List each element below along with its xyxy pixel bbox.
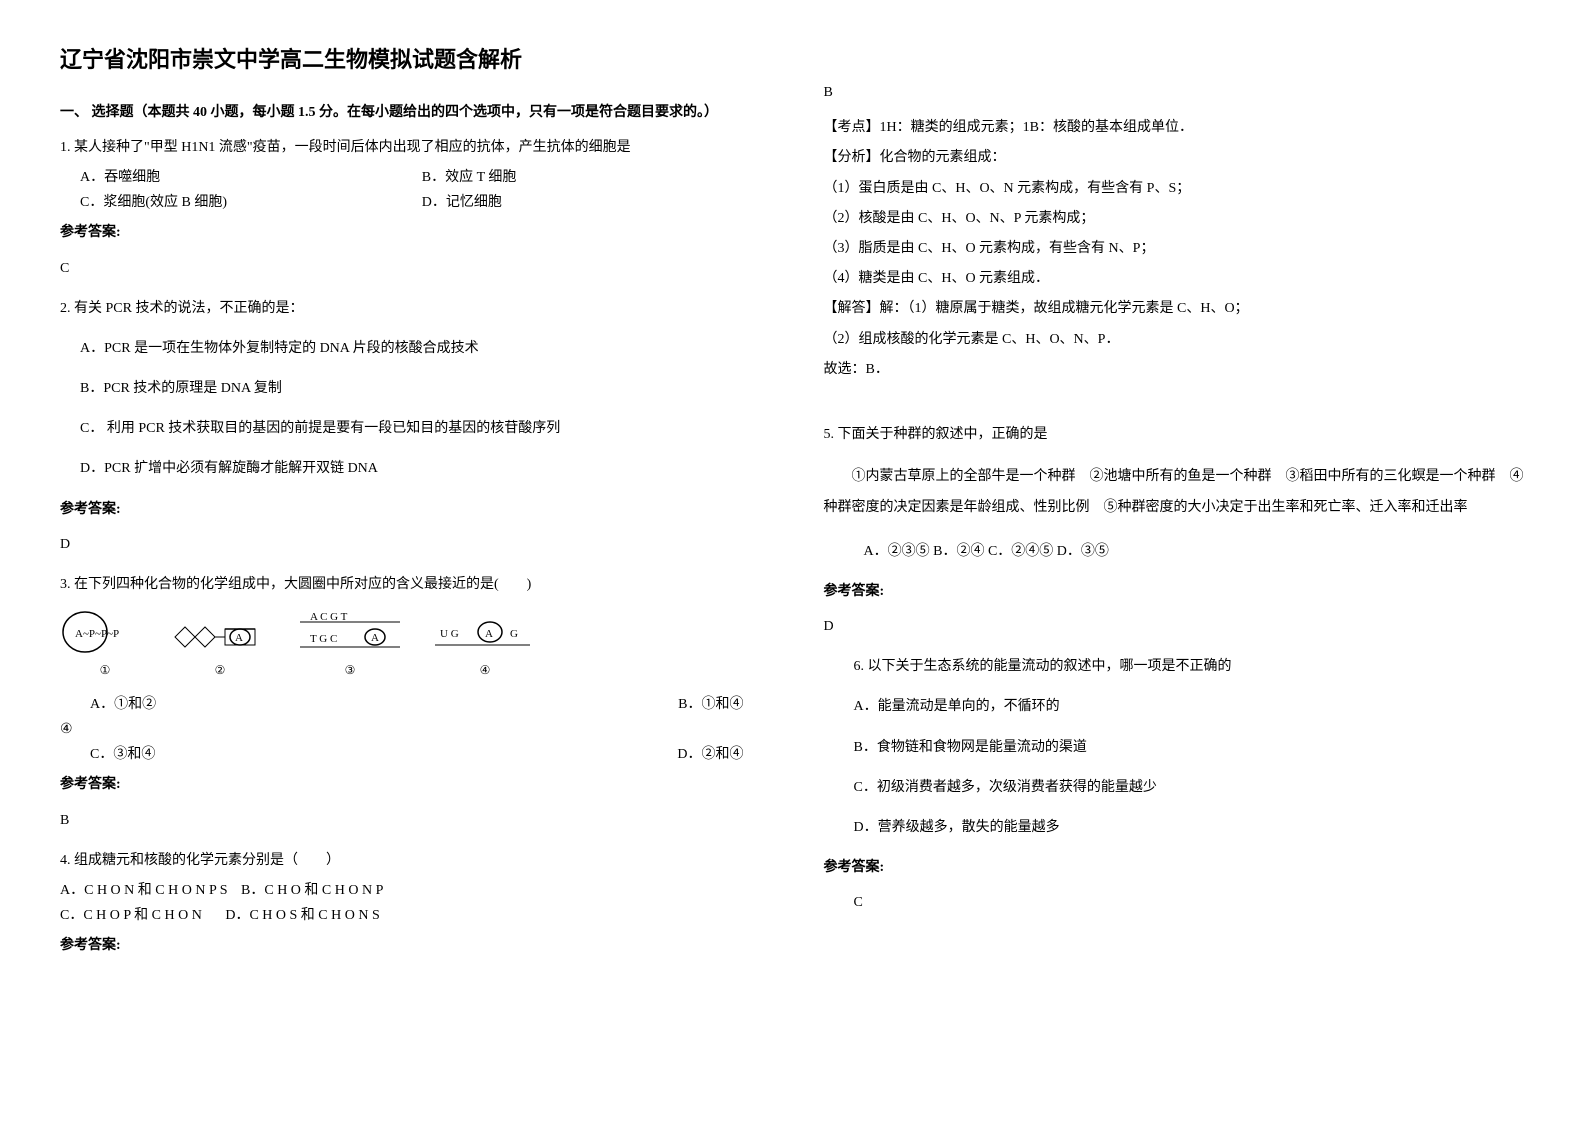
- q5-body: ①内蒙古草原上的全部牛是一个种群 ②池塘中所有的鱼是一个种群 ③稻田中所有的三化…: [824, 462, 1528, 524]
- q6-opt-b: B．食物链和食物网是能量流动的渠道: [854, 735, 1528, 760]
- q5-answer-label: 参考答案:: [824, 579, 1528, 604]
- diagram-1-label: ①: [60, 660, 150, 682]
- page-container: 辽宁省沈阳市崇文中学高二生物模拟试题含解析 一、 选择题（本题共 40 小题，每…: [60, 40, 1527, 974]
- q3-opt-b-cont: ④: [60, 717, 764, 742]
- q3-answer-label: 参考答案:: [60, 772, 764, 797]
- q2-opt-d: D．PCR 扩增中必须有解旋酶才能解开双链 DNA: [80, 456, 764, 481]
- q3-options-row1: A．①和② B．①和④: [60, 692, 764, 717]
- q1-text: 1. 某人接种了"甲型 H1N1 流感"疫苗，一段时间后体内出现了相应的抗体，产…: [60, 135, 764, 160]
- q3-opt-a: A．①和②: [90, 697, 156, 712]
- q6-opt-a: A．能量流动是单向的，不循环的: [854, 694, 1528, 719]
- q3-diagram: A~P~P~P ① A ②: [60, 607, 764, 682]
- q5-answer: D: [824, 614, 1528, 639]
- q4-opt-a: A．C H O N 和 C H O N P S: [60, 883, 228, 898]
- diagram-2-label: ②: [170, 660, 270, 682]
- q2-text: 2. 有关 PCR 技术的说法，不正确的是：: [60, 296, 764, 321]
- diagram-1: A~P~P~P ①: [60, 607, 150, 682]
- q1-answer: C: [60, 256, 764, 281]
- svg-text:A~P~P~P: A~P~P~P: [75, 628, 119, 640]
- q3-opt-b: B．①和④: [678, 692, 743, 717]
- question-5: 5. 下面关于种群的叙述中，正确的是 ①内蒙古草原上的全部牛是一个种群 ②池塘中…: [824, 422, 1528, 639]
- q4-solve-3: 故选：B．: [824, 357, 1528, 382]
- svg-text:T G C: T G C: [310, 633, 337, 645]
- q4-analysis-1: （1）蛋白质是由 C、H、O、N 元素构成，有些含有 P、S；: [824, 176, 1528, 201]
- question-6: 6. 以下关于生态系统的能量流动的叙述中，哪一项是不正确的 A．能量流动是单向的…: [854, 654, 1528, 840]
- question-1: 1. 某人接种了"甲型 H1N1 流感"疫苗，一段时间后体内出现了相应的抗体，产…: [60, 135, 764, 281]
- diagram-3: A C G T T G C A ③: [290, 607, 410, 682]
- q1-opt-b: B．效应 T 细胞: [422, 165, 764, 190]
- q4-analysis-title: 【分析】化合物的元素组成：: [824, 145, 1528, 170]
- q3-text: 3. 在下列四种化合物的化学组成中，大圆圈中所对应的含义最接近的是( ): [60, 572, 764, 597]
- svg-text:A: A: [235, 632, 243, 644]
- q4-analysis-3: （3）脂质是由 C、H、O 元素构成，有些含有 N、P；: [824, 236, 1528, 261]
- diagram-4-svg: U G A G: [430, 607, 540, 657]
- q3-opt-d: D．②和④: [677, 742, 743, 767]
- diagram-1-svg: A~P~P~P: [60, 607, 150, 657]
- svg-text:A C G T: A C G T: [310, 611, 348, 623]
- q4-analysis-4: （4）糖类是由 C、H、O 元素组成．: [824, 266, 1528, 291]
- q6-opt-d: D．营养级越多，散失的能量越多: [854, 815, 1528, 840]
- q5-text: 5. 下面关于种群的叙述中，正确的是: [824, 422, 1528, 447]
- right-column: B 【考点】1H：糖类的组成元素；1B：核酸的基本组成单位． 【分析】化合物的元…: [824, 40, 1528, 974]
- diagram-2-svg: A: [170, 607, 270, 657]
- question-4: 4. 组成糖元和核酸的化学元素分别是（ ） A．C H O N 和 C H O …: [60, 848, 764, 959]
- q6-text: 6. 以下关于生态系统的能量流动的叙述中，哪一项是不正确的: [854, 654, 1528, 679]
- q4-answer: B: [824, 80, 1528, 105]
- q4-opt-d: D．C H O S 和 C H O N S: [225, 908, 379, 923]
- q3-opt-c: C．③和④: [90, 747, 155, 762]
- q6-answer-label: 参考答案:: [824, 855, 1528, 880]
- q4-text: 4. 组成糖元和核酸的化学元素分别是（ ）: [60, 848, 764, 873]
- q2-answer-label: 参考答案:: [60, 497, 764, 522]
- left-column: 辽宁省沈阳市崇文中学高二生物模拟试题含解析 一、 选择题（本题共 40 小题，每…: [60, 40, 764, 974]
- diagram-4: U G A G ④: [430, 607, 540, 682]
- q4-row1: A．C H O N 和 C H O N P S B．C H O 和 C H O …: [60, 878, 764, 903]
- q1-options-row2: C．浆细胞(效应 B 细胞) D．记忆细胞: [60, 190, 764, 215]
- q4-answer-label: 参考答案:: [60, 933, 764, 958]
- q5-options: A．②③⑤ B．②④ C．②④⑤ D．③⑤: [864, 539, 1528, 564]
- diagram-3-svg: A C G T T G C A: [290, 607, 410, 657]
- q1-opt-d: D．记忆细胞: [422, 190, 764, 215]
- section-header: 一、 选择题（本题共 40 小题，每小题 1.5 分。在每小题给出的四个选项中，…: [60, 100, 764, 125]
- diagram-4-label: ④: [430, 660, 540, 682]
- question-3: 3. 在下列四种化合物的化学组成中，大圆圈中所对应的含义最接近的是( ) A~P…: [60, 572, 764, 833]
- q1-opt-a: A．吞噬细胞: [80, 165, 422, 190]
- svg-text:G: G: [510, 628, 518, 640]
- diagram-2: A ②: [170, 607, 270, 682]
- q4-solve-title: 【解答】解：（1）糖原属于糖类，故组成糖元化学元素是 C、H、O；: [824, 296, 1528, 321]
- diagram-3-label: ③: [290, 660, 410, 682]
- q2-opt-c: C． 利用 PCR 技术获取目的基因的前提是要有一段已知目的基因的核苷酸序列: [80, 416, 764, 441]
- q1-opt-c: C．浆细胞(效应 B 细胞): [80, 190, 422, 215]
- document-title: 辽宁省沈阳市崇文中学高二生物模拟试题含解析: [60, 40, 764, 80]
- q6-answer: C: [854, 890, 1528, 915]
- q4-row2: C．C H O P 和 C H O N D．C H O S 和 C H O N …: [60, 903, 764, 928]
- q2-answer: D: [60, 532, 764, 557]
- svg-text:A: A: [485, 628, 493, 640]
- q4-explain-title: 【考点】1H：糖类的组成元素；1B：核酸的基本组成单位．: [824, 115, 1528, 140]
- svg-text:U G: U G: [440, 628, 459, 640]
- q6-opt-c: C．初级消费者越多，次级消费者获得的能量越少: [854, 775, 1528, 800]
- q2-opt-a: A．PCR 是一项在生物体外复制特定的 DNA 片段的核酸合成技术: [80, 336, 764, 361]
- q3-options-row2: C．③和④ D．②和④: [60, 742, 764, 767]
- q4-opt-c: C．C H O P 和 C H O N: [60, 908, 202, 923]
- q3-answer: B: [60, 808, 764, 833]
- q1-options-row1: A．吞噬细胞 B．效应 T 细胞: [60, 165, 764, 190]
- q4-opt-b: B．C H O 和 C H O N P: [241, 883, 383, 898]
- q4-solve-2: （2）组成核酸的化学元素是 C、H、O、N、P．: [824, 327, 1528, 352]
- q1-answer-label: 参考答案:: [60, 220, 764, 245]
- question-2: 2. 有关 PCR 技术的说法，不正确的是： A．PCR 是一项在生物体外复制特…: [60, 296, 764, 557]
- q2-opt-b: B．PCR 技术的原理是 DNA 复制: [80, 376, 764, 401]
- svg-text:A: A: [371, 632, 379, 644]
- q4-analysis-2: （2）核酸是由 C、H、O、N、P 元素构成；: [824, 206, 1528, 231]
